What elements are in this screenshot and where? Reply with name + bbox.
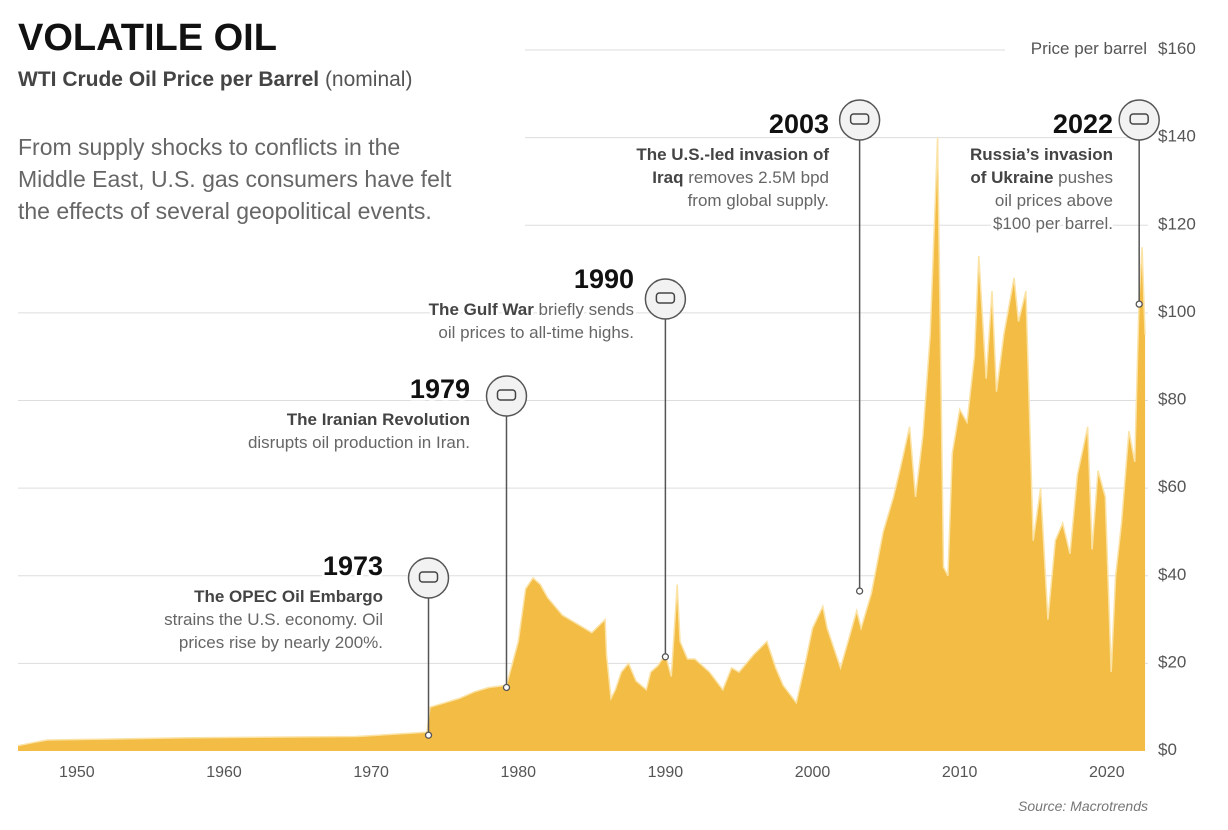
annotation-text: Russia’s invasion [970, 145, 1113, 164]
annotation-span: prices rise by nearly 200%. [179, 633, 383, 652]
annotation-point [661, 653, 670, 661]
x-tick-label: 1970 [353, 764, 389, 781]
y-tick-label: $40 [1158, 565, 1186, 584]
annotation-text: The U.S.-led invasion of [636, 145, 829, 164]
annotation-point [424, 731, 433, 739]
annotation-text: prices rise by nearly 200%. [179, 633, 383, 652]
icon-glyph [1129, 113, 1149, 125]
y-tick-label: $80 [1158, 390, 1186, 409]
annotations: 1973 The OPEC Oil Embargo strains the U.S.… [162, 99, 1160, 739]
annotation-year: 1979 [410, 374, 470, 404]
annotation-text: Iraq removes 2.5M bpd [652, 168, 829, 187]
annotation-icon [644, 278, 687, 320]
annotation-span: The Iranian Revolution [287, 410, 470, 429]
annotation-text: disrupts oil production in Iran. [248, 433, 470, 452]
x-tick-label: 2010 [942, 764, 978, 781]
annotation-span: briefly sends [534, 300, 634, 319]
annotation-year: 2022 [1053, 109, 1113, 139]
annotation-point [855, 587, 864, 595]
annotation-span: Iraq [652, 168, 683, 187]
annotation-span: strains the U.S. economy. Oil [164, 610, 383, 629]
y-tick-label: $60 [1158, 477, 1186, 496]
annotation-icon [838, 99, 881, 141]
y-tick-label: $160 [1158, 39, 1196, 58]
description: From supply shocks to conflicts in the Mi… [18, 134, 452, 224]
area-edge [17, 137, 1146, 747]
y-tick-label: $0 [1158, 740, 1177, 759]
chart-title: VOLATILE OIL [18, 17, 277, 59]
x-tick-label: 1980 [500, 764, 536, 781]
x-tick-label: 2000 [795, 764, 831, 781]
x-tick-label: 1960 [206, 764, 242, 781]
annotation-span: removes 2.5M bpd [683, 168, 829, 187]
icon-glyph [496, 389, 517, 401]
annotation-text: The Iranian Revolution [287, 410, 470, 429]
icon-glyph [655, 292, 676, 304]
annotation-span: oil prices to all-time highs. [438, 323, 634, 342]
annotation-text: of Ukraine pushes [970, 168, 1113, 187]
x-tick-label: 1950 [59, 764, 95, 781]
y-tick-label: $100 [1158, 302, 1196, 321]
area [18, 137, 1146, 752]
annotation-span: disrupts oil production in Iran. [248, 433, 470, 452]
annotation-span: The Gulf War [429, 300, 535, 319]
annotation-text: The Gulf War briefly sends [429, 300, 634, 319]
description-line: From supply shocks to conflicts in the [18, 134, 400, 160]
x-tick-label: 1990 [648, 764, 684, 781]
annotation-span: oil prices above [995, 191, 1113, 210]
annotation-span: from global supply. [688, 191, 829, 210]
annotation-text: strains the U.S. economy. Oil [164, 610, 383, 629]
annotation-text: from global supply. [688, 191, 829, 210]
icon-glyph [849, 113, 870, 125]
annotation-year: 1990 [574, 264, 634, 294]
plot [17, 137, 1146, 752]
y-tick-label: $20 [1158, 652, 1186, 671]
annotation-icon [1118, 99, 1160, 141]
annotation-span: The U.S.-led invasion of [636, 145, 829, 164]
x-tick-label: 2020 [1089, 764, 1125, 781]
annotation-span: pushes [1053, 168, 1113, 187]
annotation-point [502, 683, 511, 692]
annotation-year: 2003 [769, 109, 829, 139]
annotation-text: oil prices to all-time highs. [438, 323, 634, 342]
annotation-icon [485, 375, 528, 417]
icon-glyph [418, 571, 439, 583]
annotation-year: 1973 [323, 551, 383, 581]
subtitle-main: WTI Crude Oil Price per Barrel [18, 68, 319, 91]
annotation-point [1135, 300, 1143, 308]
description-line: Middle East, U.S. gas consumers have fel… [18, 166, 452, 192]
y-axis-label: Price per barrel [1031, 39, 1147, 58]
annotation-span: Russia’s invasion [970, 145, 1113, 164]
y-tick-label: $120 [1158, 214, 1196, 233]
source: Source: Macrotrends [1018, 798, 1148, 814]
annotation-icon [407, 557, 450, 599]
y-tick-label: $140 [1158, 127, 1196, 146]
subtitle-note: (nominal) [325, 68, 413, 91]
annotation-text: oil prices above [995, 191, 1113, 210]
annotation-span: The OPEC Oil Embargo [194, 587, 383, 606]
description-line: the effects of several geopolitical even… [18, 198, 432, 224]
annotation-span: of Ukraine [970, 168, 1053, 187]
annotation-text: The OPEC Oil Embargo [194, 587, 383, 606]
chart-subtitle: WTI Crude Oil Price per Barrel (nominal) [18, 68, 412, 91]
annotation-span: $100 per barrel. [993, 214, 1113, 233]
annotation-text: $100 per barrel. [993, 214, 1113, 233]
